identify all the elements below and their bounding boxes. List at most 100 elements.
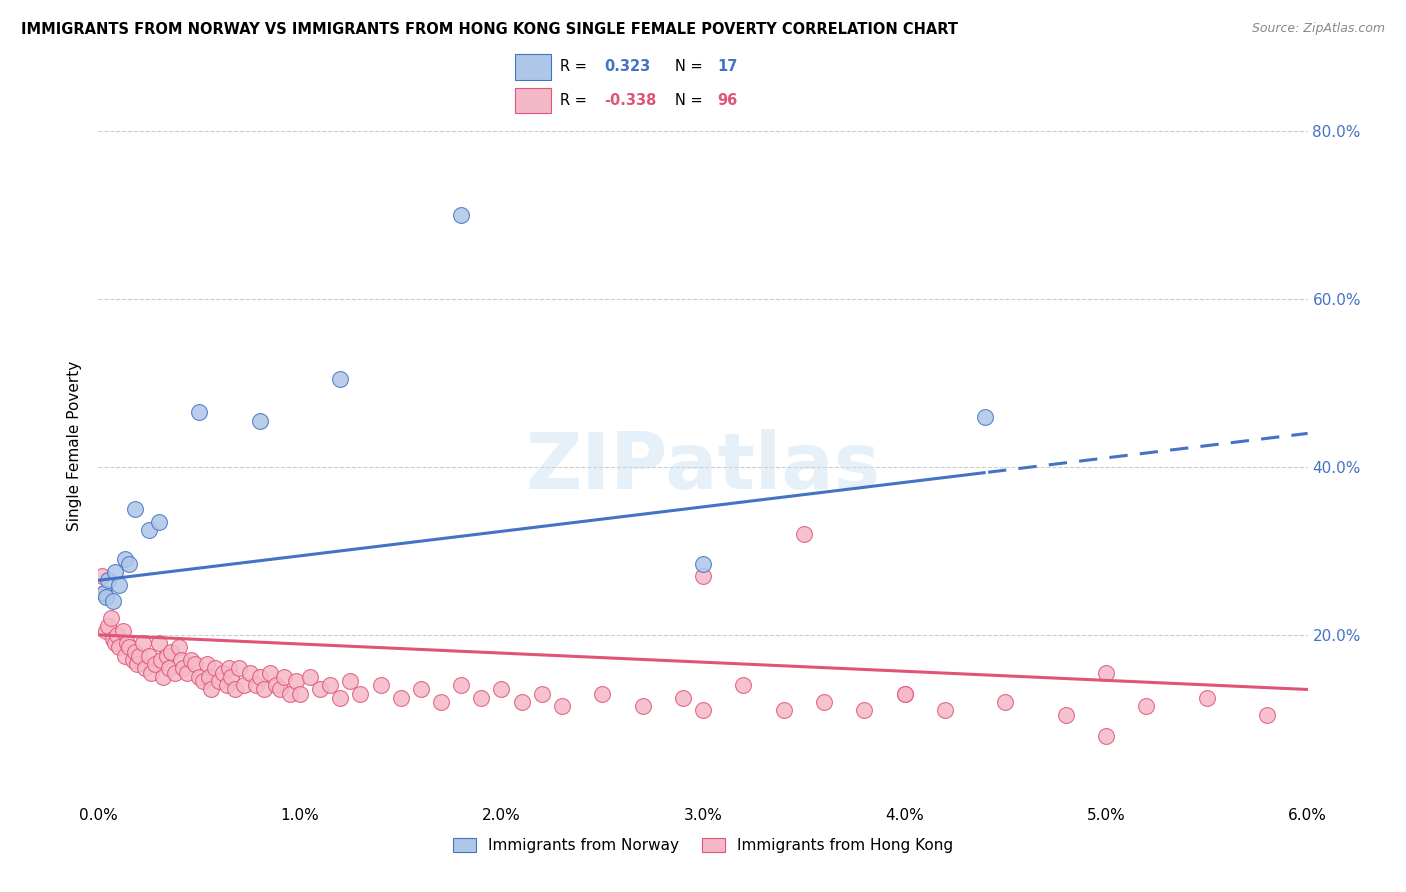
Point	[163, 665, 186, 680]
Point	[470, 690, 492, 705]
Point	[253, 682, 276, 697]
Point	[893, 687, 915, 701]
Text: N =: N =	[675, 93, 707, 108]
Point	[200, 682, 222, 697]
Point	[1095, 665, 1118, 680]
Point	[121, 653, 143, 667]
Point	[96, 590, 118, 604]
Point	[245, 678, 267, 692]
Point	[198, 670, 221, 684]
Point	[772, 703, 794, 717]
Point	[149, 653, 172, 667]
Point	[430, 695, 453, 709]
Point	[101, 632, 124, 646]
Point	[273, 670, 295, 684]
Legend: Immigrants from Norway, Immigrants from Hong Kong: Immigrants from Norway, Immigrants from …	[447, 832, 959, 859]
Point	[103, 565, 125, 579]
Point	[138, 648, 160, 663]
Point	[128, 648, 150, 663]
Point	[853, 703, 876, 717]
Text: R =: R =	[560, 93, 591, 108]
Point	[450, 208, 472, 222]
Point	[139, 665, 162, 680]
Point	[115, 636, 138, 650]
Point	[224, 682, 246, 697]
Point	[228, 661, 250, 675]
Point	[813, 695, 835, 709]
Point	[591, 687, 613, 701]
Point	[118, 557, 141, 571]
Point	[93, 586, 115, 600]
Point	[134, 661, 156, 675]
Point	[631, 699, 654, 714]
Point	[138, 523, 160, 537]
Point	[156, 648, 179, 663]
Point	[232, 678, 254, 692]
Text: 0.323: 0.323	[605, 60, 651, 74]
Point	[329, 372, 352, 386]
Point	[107, 640, 129, 655]
Point	[170, 653, 193, 667]
Point	[269, 682, 291, 697]
Point	[148, 636, 170, 650]
Text: ZIPatlas: ZIPatlas	[526, 429, 880, 506]
Point	[299, 670, 322, 684]
Point	[157, 661, 180, 675]
Point	[510, 695, 533, 709]
Point	[349, 687, 371, 701]
Point	[111, 624, 134, 638]
Point	[284, 674, 307, 689]
Point	[188, 670, 211, 684]
Point	[530, 687, 553, 701]
Point	[193, 674, 215, 689]
Point	[692, 557, 714, 571]
Point	[160, 645, 183, 659]
Point	[103, 636, 125, 650]
Point	[114, 552, 136, 566]
Text: R =: R =	[560, 60, 591, 74]
Point	[184, 657, 207, 672]
Text: N =: N =	[675, 60, 707, 74]
Text: IMMIGRANTS FROM NORWAY VS IMMIGRANTS FROM HONG KONG SINGLE FEMALE POVERTY CORREL: IMMIGRANTS FROM NORWAY VS IMMIGRANTS FRO…	[21, 22, 957, 37]
Point	[672, 690, 695, 705]
Point	[114, 648, 136, 663]
Point	[370, 678, 392, 692]
Point	[288, 687, 311, 701]
Point	[91, 569, 114, 583]
Point	[259, 665, 281, 680]
Point	[1256, 707, 1278, 722]
Point	[1195, 690, 1218, 705]
Point	[389, 690, 412, 705]
Point	[319, 678, 342, 692]
Point	[180, 653, 202, 667]
Point	[264, 678, 287, 692]
Point	[934, 703, 956, 717]
Point	[692, 703, 714, 717]
Point	[278, 687, 301, 701]
Point	[491, 682, 513, 697]
Point	[1054, 707, 1077, 722]
Point	[124, 645, 146, 659]
Point	[204, 661, 226, 675]
Point	[167, 640, 190, 655]
Point	[212, 665, 235, 680]
Point	[239, 665, 262, 680]
Point	[125, 657, 148, 672]
Point	[152, 670, 174, 684]
Bar	[515, 87, 551, 113]
Point	[97, 574, 120, 588]
Point	[188, 405, 211, 419]
Point	[733, 678, 755, 692]
Point	[409, 682, 432, 697]
Point	[124, 502, 146, 516]
Point	[339, 674, 361, 689]
Text: 17: 17	[717, 60, 737, 74]
Point	[97, 619, 120, 633]
Point	[249, 670, 271, 684]
Point	[221, 670, 243, 684]
Point	[218, 661, 240, 675]
Y-axis label: Single Female Poverty: Single Female Poverty	[67, 361, 83, 531]
Point	[208, 674, 231, 689]
Point	[101, 594, 124, 608]
Point	[93, 586, 115, 600]
